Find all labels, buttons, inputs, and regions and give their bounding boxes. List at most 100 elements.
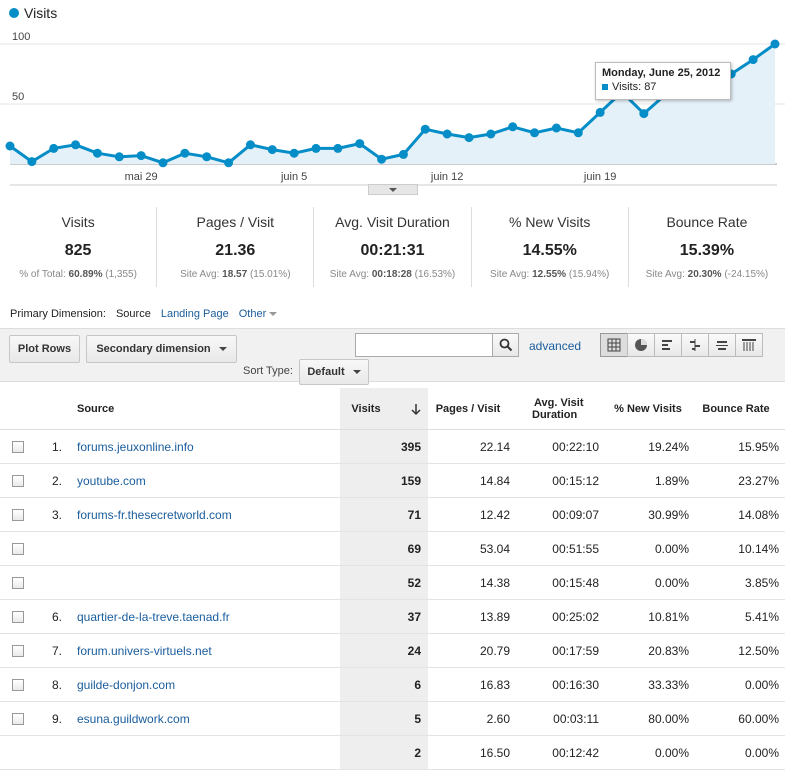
pie-view-button[interactable] <box>627 333 655 357</box>
row-avg-duration: 00:03:11 <box>553 712 599 726</box>
row-avg-duration: 00:12:42 <box>552 746 599 760</box>
row-checkbox[interactable] <box>12 509 24 521</box>
data-point <box>333 143 343 153</box>
row-new-visits: 0.00% <box>654 746 689 760</box>
scorecard[interactable]: Bounce Rate 15.39% Site Avg: 20.30% (-24.1… <box>629 207 785 287</box>
sort-descending-icon[interactable] <box>410 388 422 430</box>
row-avg-duration: 00:22:10 <box>552 440 599 454</box>
dimension-other-label: Other <box>238 308 267 320</box>
sources-table: Source Visits Pages / Visit Avg. Visit D… <box>0 388 785 770</box>
table-row: 8. guilde-donjon.com 6 16.83 00:16:30 33.33% 0… <box>0 668 785 702</box>
header-visits[interactable]: Visits <box>351 403 381 415</box>
scorecard-sub-value: 60.89% <box>68 269 103 280</box>
dimension-source[interactable]: Source <box>115 308 151 320</box>
row-source-link[interactable]: guilde-donjon.com <box>77 678 176 692</box>
data-point <box>573 128 583 138</box>
header-duration-line1: Avg. Visit <box>534 397 584 409</box>
header-new-visits[interactable]: % New Visits <box>614 403 682 415</box>
row-bounce-rate: 3.85% <box>744 576 779 590</box>
scorecard-subtext: Site Avg: 00:18:28 (16.53%) <box>314 269 470 280</box>
scorecard-value: 825 <box>64 242 92 259</box>
data-point <box>71 140 81 150</box>
visits-column-highlight <box>340 464 428 497</box>
scorecard-sub-value: 00:18:28 <box>371 269 412 280</box>
secondary-dimension-button[interactable]: Secondary dimension <box>86 335 237 363</box>
visits-column-highlight <box>340 566 428 599</box>
scorecard[interactable]: Avg. Visit Duration 00:21:31 Site Avg: 00:… <box>314 207 472 287</box>
scorecard-label: Avg. Visit Duration <box>335 214 450 230</box>
table-view-button[interactable] <box>600 333 628 357</box>
data-point <box>530 128 540 138</box>
comparison-view-button[interactable] <box>681 333 709 357</box>
row-checkbox[interactable] <box>12 713 24 725</box>
row-source-link[interactable]: esuna.guildwork.com <box>77 712 190 726</box>
row-source-link[interactable]: quartier-de-la-treve.taenad.fr <box>77 610 230 624</box>
row-checkbox-cell <box>12 702 24 736</box>
row-checkbox[interactable] <box>12 543 24 555</box>
row-checkbox[interactable] <box>12 441 24 453</box>
row-source-link[interactable]: forum.univers-virtuels.net <box>77 644 212 658</box>
data-point <box>92 148 102 158</box>
header-source[interactable]: Source <box>77 403 115 415</box>
row-checkbox[interactable] <box>12 611 24 623</box>
term-cloud-view-button[interactable] <box>708 333 736 357</box>
pivot-view-button[interactable] <box>735 333 763 357</box>
row-avg-duration: 00:17:59 <box>552 644 599 658</box>
row-checkbox-cell <box>12 532 24 566</box>
chevron-down-icon <box>269 312 278 316</box>
row-checkbox[interactable] <box>12 645 24 657</box>
scorecard-sub-value: 12.55% <box>532 269 567 280</box>
scorecard[interactable]: % New Visits 14.55% Site Avg: 12.55% (15.9… <box>472 207 629 287</box>
chart-svg: 100 50 mai 29 juin 5 juin 12 juin 19 <box>0 31 785 186</box>
collapse-arrow-icon <box>389 187 397 192</box>
row-checkbox[interactable] <box>12 475 24 487</box>
row-checkbox[interactable] <box>12 679 24 691</box>
search-button[interactable] <box>492 333 519 357</box>
performance-view-button[interactable] <box>654 333 682 357</box>
sort-type-label: Sort Type: <box>243 365 293 377</box>
row-visits: 159 <box>400 474 421 488</box>
row-visits: 24 <box>407 644 421 658</box>
visits-column-highlight <box>340 532 428 565</box>
plot-rows-button[interactable]: Plot Rows <box>9 335 80 363</box>
scorecard[interactable]: Visits 825 % of Total: 60.89% (1,355) <box>0 207 158 287</box>
data-point <box>464 133 474 143</box>
dimension-landing-page-link[interactable]: Landing Page <box>160 308 229 320</box>
secondary-dimension-label: Secondary dimension <box>96 343 211 355</box>
visits-column-highlight <box>340 736 428 769</box>
scorecard-subtext: Site Avg: 18.57 (15.01%) <box>157 269 313 280</box>
dimension-other-dropdown[interactable]: Other <box>239 308 278 320</box>
view-switcher <box>600 333 763 357</box>
row-bounce-rate: 14.08% <box>738 508 779 522</box>
row-checkbox[interactable] <box>12 577 24 589</box>
scorecard-subtext: Site Avg: 12.55% (15.94%) <box>472 269 628 280</box>
collapse-chart-tab[interactable] <box>368 184 418 195</box>
advanced-filter-link[interactable]: advanced <box>529 339 582 353</box>
header-pages-visit[interactable]: Pages / Visit <box>435 403 501 415</box>
scorecard-label: Bounce Rate <box>666 214 748 230</box>
scorecard[interactable]: Pages / Visit 21.36 Site Avg: 18.57 (15.01… <box>157 207 315 287</box>
visits-column-highlight <box>340 498 428 531</box>
header-avg-visit-duration[interactable]: Avg. Visit Duration <box>520 388 600 430</box>
table-row: 1. forums.jeuxonline.info 395 22.14 00:22:10… <box>0 430 785 464</box>
table-row: 9. esuna.guildwork.com 5 2.60 00:03:11 80.00%… <box>0 702 785 736</box>
scorecards: Visits 825% of Total: 60.89% (1,355) Pages… <box>0 207 785 287</box>
row-source-link[interactable]: forums-fr.thesecretworld.com <box>77 508 232 522</box>
row-source-link[interactable]: forums.jeuxonline.info <box>77 440 194 454</box>
data-point <box>289 148 299 158</box>
table-row: 7. forum.univers-virtuels.net 24 20.79 00:17… <box>0 634 785 668</box>
sort-type-dropdown[interactable]: Default <box>299 359 369 385</box>
row-pages-visit: 16.83 <box>479 678 510 692</box>
row-bounce-rate: 0.00% <box>744 678 779 692</box>
row-index: 3. <box>51 508 62 522</box>
header-bounce-rate[interactable]: Bounce Rate <box>702 403 770 415</box>
row-avg-duration: 00:51:55 <box>552 542 599 556</box>
visits-column-highlight <box>340 634 428 667</box>
scorecard-value: 14.55% <box>522 242 577 259</box>
table-search-input[interactable] <box>355 333 493 357</box>
row-source-link[interactable]: youtube.com <box>77 474 146 488</box>
row-checkbox-cell <box>12 634 24 668</box>
data-point <box>639 109 649 119</box>
row-index <box>30 566 62 600</box>
row-visits: 71 <box>407 508 421 522</box>
